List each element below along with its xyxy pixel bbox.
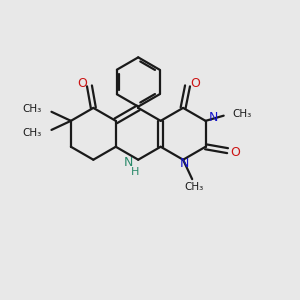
Text: N: N bbox=[180, 157, 189, 170]
Text: CH₃: CH₃ bbox=[23, 128, 42, 138]
Text: CH₃: CH₃ bbox=[232, 109, 251, 119]
Text: CH₃: CH₃ bbox=[184, 182, 203, 191]
Text: N: N bbox=[209, 111, 218, 124]
Text: O: O bbox=[190, 77, 200, 90]
Text: H: H bbox=[131, 167, 140, 177]
Text: N: N bbox=[124, 156, 133, 169]
Text: O: O bbox=[77, 77, 87, 90]
Text: CH₃: CH₃ bbox=[23, 104, 42, 114]
Text: O: O bbox=[230, 146, 240, 159]
